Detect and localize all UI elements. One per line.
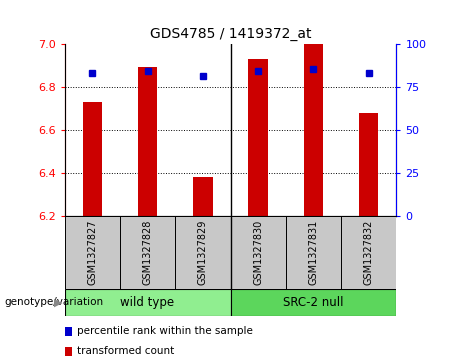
Text: GSM1327830: GSM1327830 <box>253 220 263 285</box>
Bar <box>230 289 396 316</box>
Text: GSM1327832: GSM1327832 <box>364 220 374 285</box>
Bar <box>286 216 341 289</box>
Bar <box>65 289 230 316</box>
Text: transformed count: transformed count <box>77 346 174 356</box>
Bar <box>341 216 396 289</box>
Bar <box>230 216 286 289</box>
Text: GSM1327829: GSM1327829 <box>198 220 208 285</box>
Text: ▶: ▶ <box>54 297 62 307</box>
Text: SRC-2 null: SRC-2 null <box>283 296 344 309</box>
Text: GSM1327828: GSM1327828 <box>142 220 153 285</box>
Text: genotype/variation: genotype/variation <box>5 297 104 307</box>
Bar <box>359 113 378 216</box>
Text: GSM1327831: GSM1327831 <box>308 220 319 285</box>
Bar <box>83 102 102 216</box>
Bar <box>138 67 157 216</box>
Bar <box>120 216 175 289</box>
Bar <box>175 216 230 289</box>
Bar <box>304 44 323 216</box>
Bar <box>193 177 213 216</box>
Bar <box>248 59 268 216</box>
Title: GDS4785 / 1419372_at: GDS4785 / 1419372_at <box>150 27 311 41</box>
Text: wild type: wild type <box>120 296 175 309</box>
Text: GSM1327827: GSM1327827 <box>87 220 97 285</box>
Bar <box>65 216 120 289</box>
Text: percentile rank within the sample: percentile rank within the sample <box>77 326 253 336</box>
